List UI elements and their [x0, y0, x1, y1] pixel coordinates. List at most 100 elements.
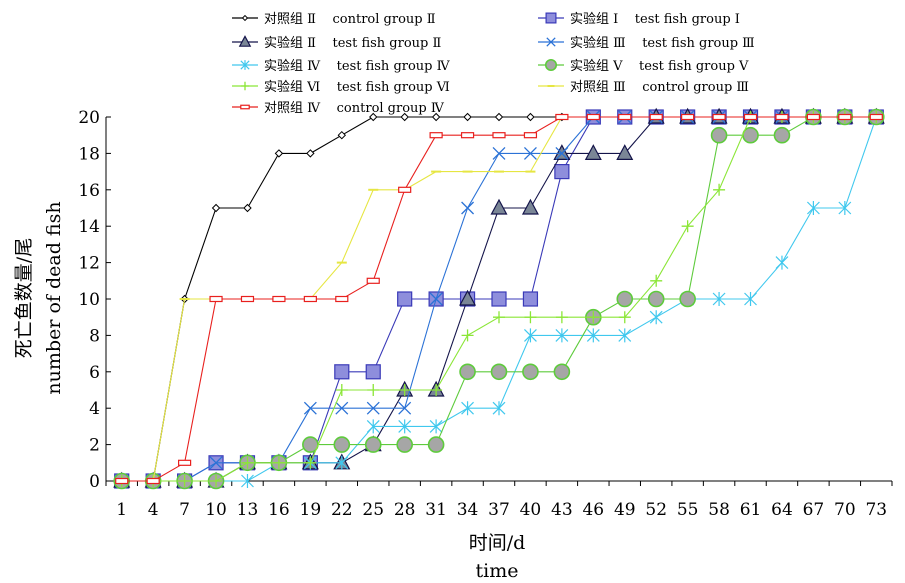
data-point — [209, 295, 223, 303]
data-point — [712, 292, 726, 306]
data-point — [494, 112, 504, 122]
data-point — [241, 456, 254, 469]
x-tick-label: 64 — [771, 500, 793, 520]
legend-item: 实验组 Ⅳ test fish group Ⅳ — [232, 58, 451, 74]
data-point — [459, 289, 477, 306]
data-point — [333, 436, 351, 453]
x-tick-label: 19 — [300, 500, 322, 520]
data-point — [869, 113, 883, 121]
legend-item: 实验组 Ⅲ test fish group Ⅲ — [538, 35, 755, 51]
x-tick-label: 58 — [708, 500, 730, 520]
legend-item: 对照组 Ⅱ control group Ⅱ — [232, 12, 436, 27]
data-point — [460, 132, 475, 139]
data-point — [303, 295, 317, 303]
data-point — [335, 295, 349, 303]
data-point — [243, 203, 252, 213]
x-tick-label: 73 — [865, 500, 887, 520]
data-point — [491, 291, 507, 307]
data-point — [649, 310, 663, 325]
data-point — [398, 384, 411, 396]
data-point — [490, 198, 508, 215]
data-point — [238, 35, 252, 47]
data-point — [274, 149, 284, 158]
x-tick-label: 67 — [803, 500, 825, 520]
data-point — [618, 328, 632, 343]
data-point — [522, 363, 539, 381]
data-point — [337, 130, 347, 140]
data-point — [616, 290, 634, 308]
legend-label: 实验组 Ⅰ test fish group Ⅰ — [570, 11, 740, 27]
data-point — [304, 456, 317, 469]
data-point — [400, 112, 409, 122]
y-tick-label: 16 — [78, 181, 100, 201]
data-point — [335, 455, 349, 470]
data-point — [430, 384, 443, 396]
data-point — [396, 436, 413, 453]
x-tick-label: 40 — [520, 500, 542, 520]
data-point — [272, 295, 286, 303]
x-tick-label: 55 — [677, 500, 699, 520]
series-9 — [115, 113, 883, 485]
data-point — [429, 132, 443, 139]
data-point — [587, 311, 600, 324]
data-point — [554, 164, 570, 180]
data-point — [461, 401, 474, 416]
x-tick-label: 4 — [148, 500, 159, 520]
legend-item: 实验组 Ⅰ test fish group Ⅰ — [538, 11, 740, 27]
data-point — [618, 113, 632, 121]
data-point — [545, 12, 557, 24]
y-tick-label: 8 — [89, 326, 100, 346]
data-point — [555, 328, 569, 343]
x-tick-label: 61 — [740, 500, 762, 520]
x-tick-label: 25 — [362, 500, 384, 520]
y-axis-title-english: number of dead fish — [43, 201, 65, 394]
data-point — [364, 436, 382, 453]
data-point — [618, 311, 631, 324]
data-point — [178, 459, 192, 466]
x-tick-label: 16 — [268, 500, 290, 520]
y-tick-label: 0 — [89, 472, 100, 492]
data-point — [366, 401, 380, 415]
data-point — [398, 419, 412, 434]
data-point — [272, 456, 285, 469]
data-point — [461, 201, 475, 215]
legend-item: 实验组 Ⅵ test fish group Ⅵ — [232, 79, 450, 95]
data-point — [544, 58, 558, 72]
y-tick-label: 4 — [89, 399, 100, 419]
data-point — [555, 146, 569, 160]
data-point — [526, 112, 535, 122]
data-point — [459, 363, 476, 381]
data-point — [522, 291, 539, 307]
data-point — [713, 183, 726, 196]
data-point — [523, 146, 537, 160]
y-tick-label: 2 — [89, 436, 100, 456]
data-point — [369, 112, 378, 122]
data-point — [650, 274, 663, 287]
data-point — [367, 384, 380, 396]
data-point — [555, 311, 568, 324]
data-point — [744, 292, 757, 306]
legend-label: 实验组 Ⅵ test fish group Ⅵ — [264, 79, 450, 95]
data-point — [681, 220, 694, 233]
data-point — [493, 311, 505, 324]
data-point — [679, 290, 696, 308]
legend-item: 对照组 Ⅲ control group Ⅲ — [538, 80, 749, 95]
x-tick-label: 43 — [551, 500, 573, 520]
data-point — [775, 113, 789, 121]
data-point — [366, 277, 380, 284]
data-point — [586, 113, 600, 121]
data-point — [681, 113, 695, 121]
legend-label: 实验组 Ⅲ test fish group Ⅲ — [570, 35, 755, 51]
data-point — [524, 328, 537, 343]
data-point — [806, 113, 821, 121]
x-tick-label: 31 — [425, 500, 447, 520]
legend-label: 对照组 Ⅱ control group Ⅱ — [264, 12, 436, 27]
data-point — [490, 363, 508, 381]
x-tick-label: 22 — [331, 500, 353, 520]
x-axis-title-english: time — [476, 560, 519, 582]
y-axis-title: 死亡鱼数量/尾 — [13, 238, 35, 358]
legend-item: 对照组 Ⅳ control group Ⅳ — [232, 101, 445, 116]
data-point — [555, 113, 569, 121]
x-tick-label: 13 — [237, 500, 259, 520]
